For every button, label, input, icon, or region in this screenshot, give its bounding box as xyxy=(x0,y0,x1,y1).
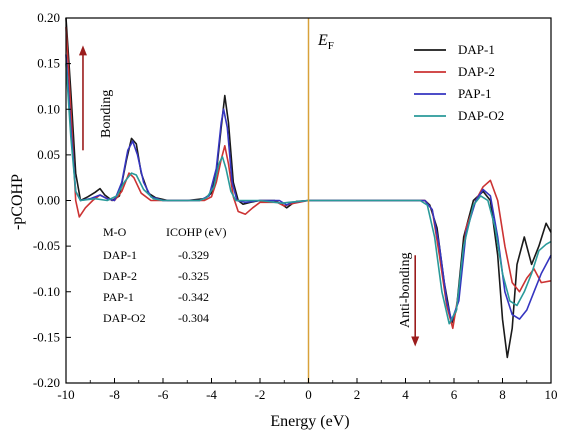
y-tick-label: -0.10 xyxy=(33,284,60,299)
x-tick-label: 4 xyxy=(402,387,409,402)
fermi-label-sub: F xyxy=(328,40,334,52)
icohp-row-name: DAP-2 xyxy=(103,269,137,283)
y-axis-title: -pCOHP xyxy=(9,174,26,230)
y-tick-label: 0.00 xyxy=(37,193,60,208)
x-tick-label: 0 xyxy=(305,387,312,402)
icohp-row-value: -0.325 xyxy=(178,269,209,283)
bonding-label: Bonding xyxy=(99,90,114,138)
y-tick-label: 0.10 xyxy=(37,101,60,116)
icohp-header-value: ICOHP (eV) xyxy=(166,225,227,239)
series-line-dap-o2 xyxy=(65,63,552,325)
x-tick-label: 8 xyxy=(499,387,506,402)
icohp-header-mo: M-O xyxy=(103,225,127,239)
bonding-arrowhead xyxy=(78,45,87,56)
fermi-level-line: EF xyxy=(307,18,334,383)
y-tick-label: 0.05 xyxy=(37,147,60,162)
x-tick-label: -6 xyxy=(158,387,169,402)
legend: DAP-1 DAP-2 PAP-1 DAP-O2 xyxy=(414,42,504,123)
icohp-row-name: DAP-O2 xyxy=(103,311,146,325)
legend-label: DAP-2 xyxy=(458,64,495,79)
x-tick-label: 2 xyxy=(354,387,361,402)
x-tick-label: -8 xyxy=(109,387,120,402)
legend-label: PAP-1 xyxy=(458,86,491,101)
series-line-pap-1 xyxy=(65,54,552,322)
icohp-row-value: -0.342 xyxy=(178,290,209,304)
x-tick-label: 6 xyxy=(451,387,458,402)
legend-label: DAP-O2 xyxy=(458,108,504,123)
icohp-row-value: -0.329 xyxy=(178,248,209,262)
y-tick-label: -0.05 xyxy=(33,238,60,253)
icohp-row-name: PAP-1 xyxy=(103,290,134,304)
icohp-row-value: -0.304 xyxy=(178,311,209,325)
y-tick-label: 0.15 xyxy=(37,56,60,71)
antibonding-label: Anti-bonding xyxy=(398,253,413,328)
y-tick-label: -0.15 xyxy=(33,329,60,344)
icohp-row-name: DAP-1 xyxy=(103,248,137,262)
legend-label: DAP-1 xyxy=(458,42,495,57)
annotation-arrows: Bonding Anti-bonding xyxy=(78,45,420,347)
y-tick-label: -0.20 xyxy=(33,375,60,390)
x-axis-title: Energy (eV) xyxy=(270,413,349,430)
icohp-table: M-O ICOHP (eV) DAP-1 -0.329 DAP-2 -0.325… xyxy=(103,225,227,325)
x-tick-label: -10 xyxy=(57,387,74,402)
fermi-label: EF xyxy=(317,32,334,52)
y-tick-label: 0.20 xyxy=(37,10,60,25)
series-layer xyxy=(65,17,552,359)
axes: -10 -8 -6 -4 -2 0 2 4 6 8 10 -0.20 -0.15 -0.10 -0.05 0.… xyxy=(33,10,558,402)
x-tick-label: -2 xyxy=(255,387,266,402)
x-tick-label: -4 xyxy=(206,387,217,402)
fermi-label-main: E xyxy=(317,32,328,49)
antibonding-arrowhead xyxy=(411,336,420,347)
x-tick-label: 10 xyxy=(545,387,558,402)
